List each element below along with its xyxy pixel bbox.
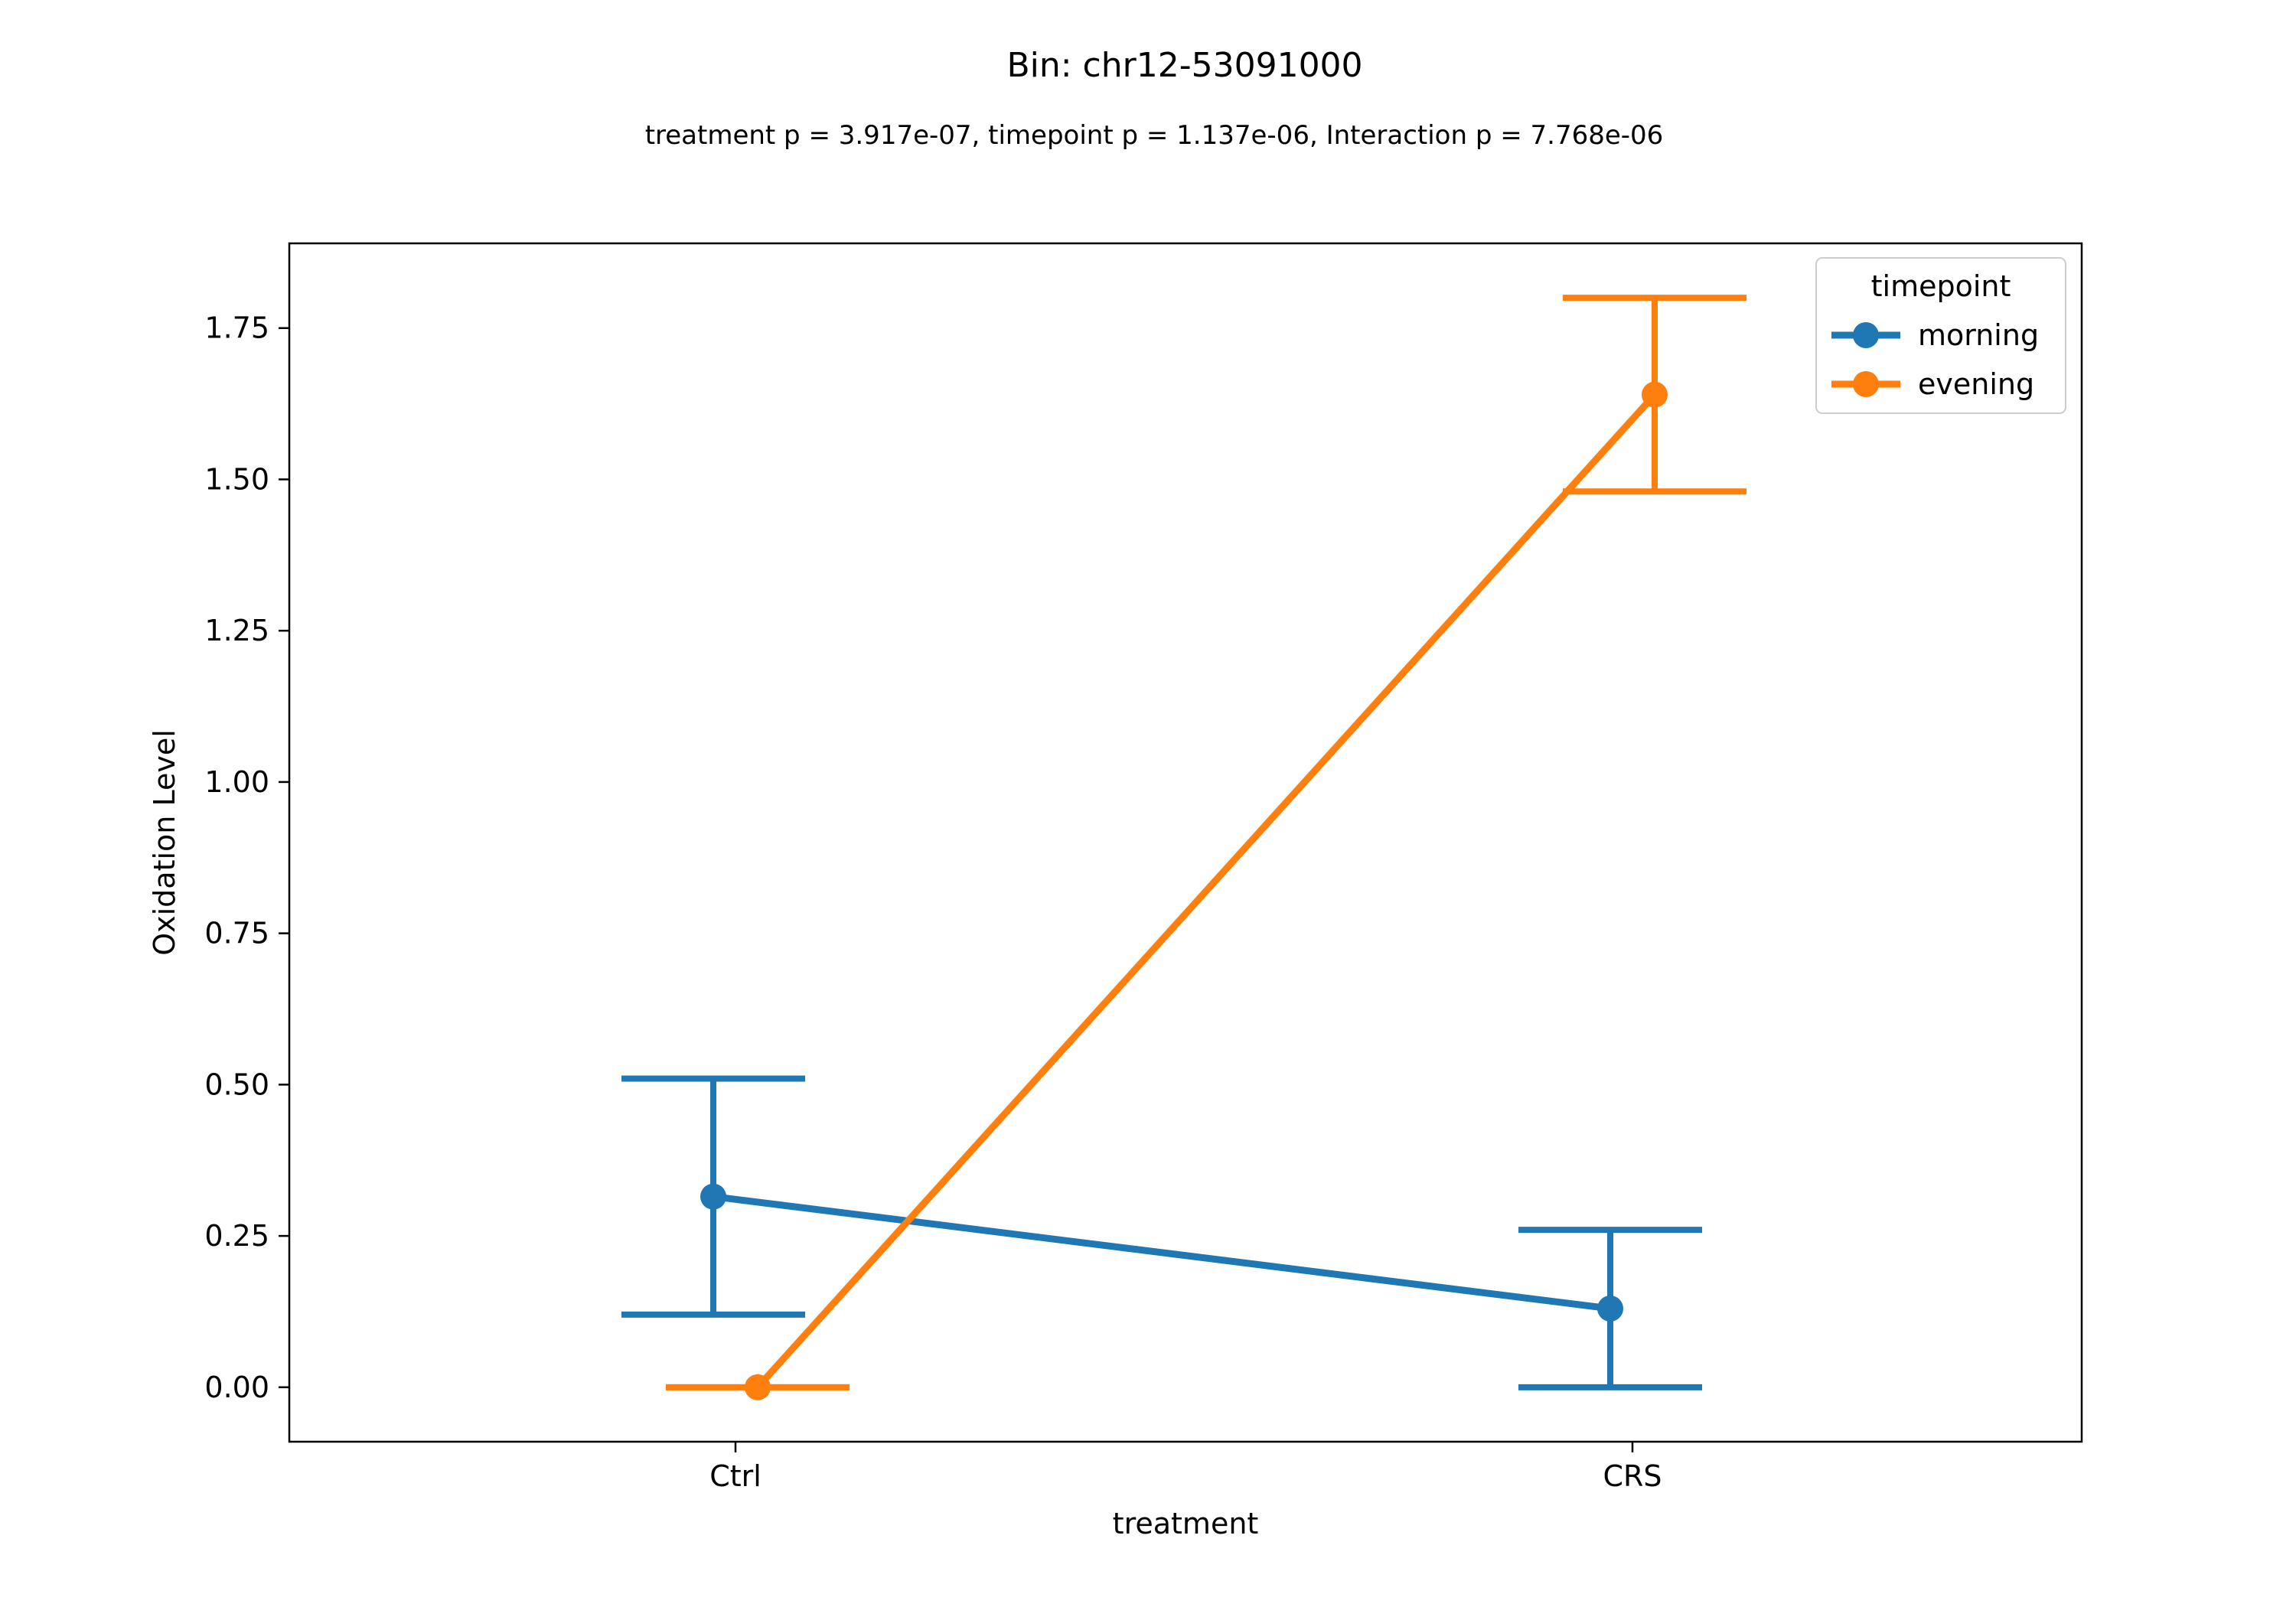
chart-title: Bin: chr12-53091000 — [1006, 46, 1362, 85]
legend-entry-evening: evening — [1831, 367, 2034, 401]
legend-label: morning — [1918, 318, 2039, 352]
plot-area-frame — [288, 242, 2083, 1443]
data-point — [700, 1183, 726, 1210]
data-point — [745, 1374, 771, 1400]
y-tick-label: 0.25 — [204, 1219, 269, 1253]
x-axis-ticks: Ctrl CRS — [709, 1442, 1662, 1493]
y-tick-label: 0.00 — [204, 1371, 269, 1404]
legend-marker — [1853, 371, 1879, 397]
legend-marker — [1853, 322, 1879, 348]
y-axis-ticks: 0.00 0.25 0.50 0.75 1.00 1.25 1.50 1.75 — [204, 311, 289, 1404]
series-evening — [666, 295, 1746, 1400]
y-tick-label: 0.75 — [204, 917, 269, 950]
legend-label: evening — [1918, 367, 2034, 401]
y-tick-label: 1.50 — [204, 462, 269, 496]
series-morning — [621, 1075, 1702, 1390]
series-line — [754, 391, 1658, 1391]
y-tick-label: 1.25 — [204, 614, 269, 647]
series-line — [709, 1193, 1614, 1312]
data-point — [1642, 381, 1668, 408]
data-point — [1597, 1296, 1623, 1322]
legend-box — [1815, 257, 2066, 414]
y-axis-label: Oxidation Level — [148, 729, 181, 956]
legend: timepoint morning evening — [1815, 257, 2066, 414]
plot-series — [621, 295, 1746, 1400]
x-tick-label-ctrl: Ctrl — [709, 1459, 762, 1493]
legend-entries: morning evening — [1831, 318, 2039, 401]
legend-entry-morning: morning — [1831, 318, 2039, 352]
x-tick-label-crs: CRS — [1603, 1459, 1662, 1493]
y-tick-label: 0.50 — [204, 1068, 269, 1101]
chart-subtitle: treatment p = 3.917e-07, timepoint p = 1… — [645, 120, 1664, 151]
x-axis-label: treatment — [1113, 1507, 1259, 1540]
legend-title: timepoint — [1871, 269, 2011, 303]
y-tick-label: 1.00 — [204, 765, 269, 799]
y-tick-label: 1.75 — [204, 311, 269, 345]
